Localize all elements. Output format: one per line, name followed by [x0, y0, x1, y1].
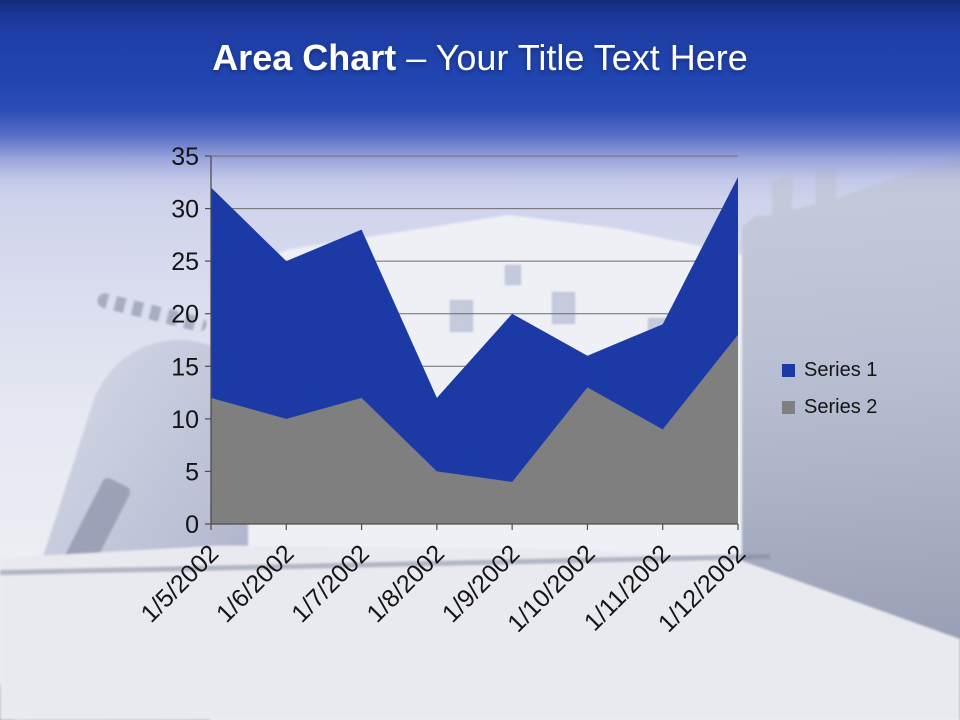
x-axis-label: 1/7/2002: [286, 539, 375, 628]
series-2-swatch-icon: [782, 400, 795, 414]
y-axis-label: 0: [185, 511, 199, 539]
chart-legend: Series 1 Series 2: [782, 358, 877, 432]
y-axis-label: 25: [171, 248, 199, 276]
y-axis-label: 10: [171, 406, 199, 434]
legend-label: Series 1: [804, 358, 878, 381]
area-series-2: [211, 334, 738, 524]
y-axis-label: 35: [171, 143, 199, 171]
keep-window: [552, 292, 575, 324]
series-1-swatch-icon: [782, 363, 795, 377]
y-axis-label: 15: [171, 353, 199, 381]
keep-attic-window: [505, 265, 521, 285]
y-axis-label: 20: [171, 301, 199, 329]
legend-label: Series 2: [804, 395, 878, 418]
x-axis-label: 1/6/2002: [211, 539, 300, 628]
x-axis-label: 1/8/2002: [361, 539, 450, 628]
y-axis-label: 30: [171, 196, 199, 224]
y-axis-label: 5: [185, 458, 199, 486]
slide-title-rest: – Your Title Text Here: [396, 37, 748, 78]
slide-title-bold: Area Chart: [212, 37, 397, 78]
legend-item-series-2: Series 2: [782, 395, 877, 419]
legend-item-series-1: Series 1: [782, 358, 877, 382]
title-banner-gradient: [0, 0, 960, 200]
x-axis-label: 1/5/2002: [136, 539, 225, 628]
keep-window: [450, 300, 473, 332]
slide-title: Area Chart – Your Title Text Here: [0, 36, 960, 80]
